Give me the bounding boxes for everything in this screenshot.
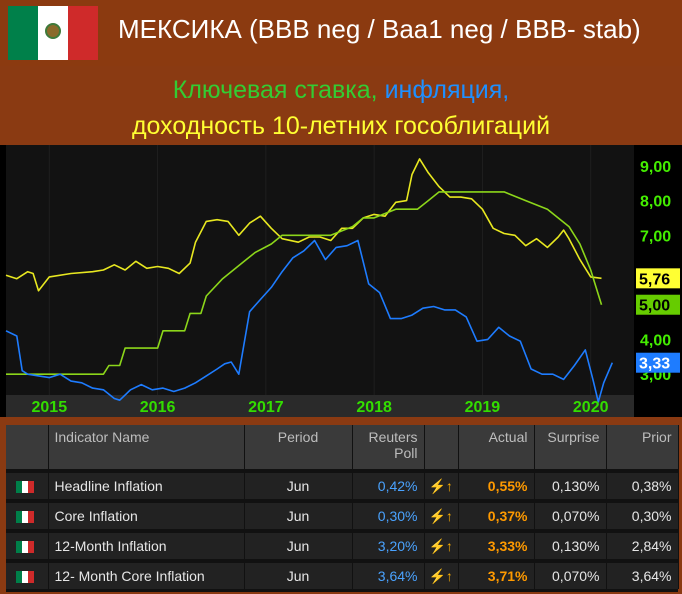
y-tick-label: 4,00 <box>640 332 671 349</box>
row-actual: 0,55% <box>458 469 535 501</box>
row-reuters-poll: 0,30% <box>352 499 425 531</box>
row-prior: 0,38% <box>606 469 679 501</box>
table-row[interactable]: Core Inflation Jun 0,30% ⚡↑ 0,37% 0,070%… <box>6 499 679 531</box>
lightning-up-icon: ⚡↑ <box>424 469 459 501</box>
row-indicator-name: Core Inflation <box>48 499 245 531</box>
last-value-label-inflation: 3,33 <box>639 356 670 373</box>
y-tick-label: 9,00 <box>640 159 671 176</box>
y-tick-label: 7,00 <box>640 228 671 245</box>
header-period: Period <box>244 425 353 471</box>
row-surprise: 0,130% <box>534 469 607 501</box>
chart-area: 2015 2016 2017 2018 2019 2020 3,00 4,00 7,00 8,0… <box>0 145 682 417</box>
header-surprise: Surprise <box>534 425 607 471</box>
x-tick-label: 2018 <box>356 399 392 416</box>
row-reuters-poll: 0,42% <box>352 469 425 501</box>
last-value-label-yield: 5,76 <box>639 271 670 288</box>
mexico-flag-icon <box>8 6 98 60</box>
row-prior: 0,30% <box>606 499 679 531</box>
chart-subtitle-line2: доходность 10-летних гособлигаций <box>131 112 551 140</box>
last-value-badge-inflation <box>636 352 680 373</box>
subtitle-rate-label: Ключевая ставка, <box>172 76 378 104</box>
table-header-row: Indicator Name Period Reuters Poll Actua… <box>6 425 679 471</box>
row-period: Jun <box>244 499 353 531</box>
row-flag-icon <box>6 559 49 589</box>
row-prior: 3,64% <box>606 559 679 589</box>
row-actual: 3,33% <box>458 529 535 561</box>
header-indicator-name: Indicator Name <box>48 425 245 471</box>
row-flag-icon <box>6 499 49 531</box>
x-tick-label: 2015 <box>32 399 68 416</box>
header-flag <box>6 425 49 471</box>
series-line-yield <box>5 158 602 292</box>
lightning-up-icon: ⚡↑ <box>424 499 459 531</box>
header-actual: Actual <box>458 425 535 471</box>
line-chart: 2015 2016 2017 2018 2019 2020 3,004,007,008,0… <box>0 145 682 417</box>
x-axis-band <box>6 395 634 417</box>
title-banner: МЕКСИКА (BBB neg / Baa1 neg / BBB- stab) <box>0 0 682 66</box>
indicator-table-panel: Indicator Name Period Reuters Poll Actua… <box>6 425 679 592</box>
x-tick-label: 2016 <box>140 399 176 416</box>
indicator-table: Indicator Name Period Reuters Poll Actua… <box>6 425 679 589</box>
row-prior: 2,84% <box>606 529 679 561</box>
row-period: Jun <box>244 469 353 501</box>
series-line-rate <box>6 191 603 375</box>
chart-subtitle-line1: Ключевая ставка, инфляция, <box>0 76 682 105</box>
series-line-inflation <box>5 239 614 403</box>
row-surprise: 0,130% <box>534 529 607 561</box>
plot-background <box>6 145 634 395</box>
row-reuters-poll: 3,20% <box>352 529 425 561</box>
row-surprise: 0,070% <box>534 559 607 589</box>
header-poll-line2: Poll <box>394 445 418 461</box>
page-title: МЕКСИКА (BBB neg / Baa1 neg / BBB- stab) <box>118 14 641 44</box>
x-tick-label: 2020 <box>573 399 609 416</box>
header-reuters-poll: Reuters Poll <box>352 425 425 471</box>
row-indicator-name: Headline Inflation <box>48 469 245 501</box>
x-tick-label: 2019 <box>465 399 501 416</box>
lightning-up-icon: ⚡↑ <box>424 559 459 589</box>
header-poll-line1: Reuters <box>368 429 418 445</box>
table-row[interactable]: Headline Inflation Jun 0,42% ⚡↑ 0,55% 0,… <box>6 469 679 501</box>
row-indicator-name: 12- Month Core Inflation <box>48 559 245 589</box>
last-value-label-rate: 5,00 <box>639 298 670 315</box>
header-spacer <box>424 425 459 471</box>
row-reuters-poll: 3,64% <box>352 559 425 589</box>
row-period: Jun <box>244 559 353 589</box>
row-surprise: 0,070% <box>534 499 607 531</box>
table-row[interactable]: 12- Month Core Inflation Jun 3,64% ⚡↑ 3,… <box>6 559 679 589</box>
row-flag-icon <box>6 529 49 561</box>
lightning-up-icon: ⚡↑ <box>424 529 459 561</box>
row-indicator-name: 12-Month Inflation <box>48 529 245 561</box>
x-tick-label: 2017 <box>248 399 284 416</box>
last-value-badge-yield <box>636 268 680 289</box>
table-row[interactable]: 12-Month Inflation Jun 3,20% ⚡↑ 3,33% 0,… <box>6 529 679 561</box>
row-flag-icon <box>6 469 49 501</box>
header-prior: Prior <box>606 425 679 471</box>
row-actual: 3,71% <box>458 559 535 589</box>
row-actual: 0,37% <box>458 499 535 531</box>
row-period: Jun <box>244 529 353 561</box>
subtitle-inflation-label: инфляция, <box>384 76 510 104</box>
y-tick-label: 8,00 <box>640 194 671 211</box>
last-value-badge-rate <box>636 294 680 315</box>
